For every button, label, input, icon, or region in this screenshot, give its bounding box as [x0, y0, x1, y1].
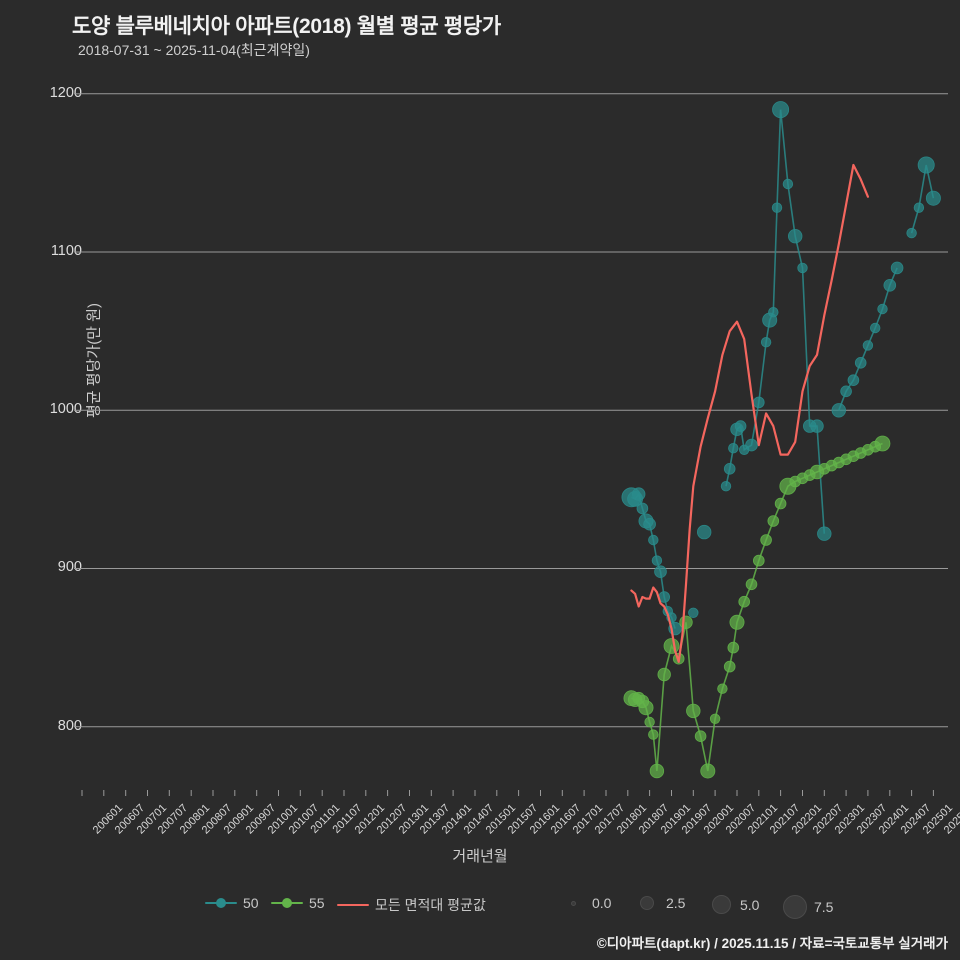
data-point-55 [723, 660, 736, 673]
data-point-50 [817, 526, 832, 541]
legend-swatch-icon [205, 896, 237, 910]
data-point-50 [870, 322, 881, 334]
data-point-50 [877, 303, 888, 315]
data-point-50 [862, 340, 874, 351]
data-point-50 [651, 555, 663, 566]
data-point-50 [768, 307, 779, 318]
size-legend-label: 7.5 [814, 899, 834, 915]
data-point-50 [648, 534, 659, 546]
legend-swatch-icon [271, 896, 303, 910]
data-point-50 [890, 261, 904, 275]
data-point-50 [782, 178, 794, 190]
y-tick-label: 1000 [49, 401, 82, 418]
data-point-50 [913, 202, 925, 213]
data-point-50 [917, 156, 935, 174]
size-legend-label: 2.5 [666, 895, 686, 911]
data-point-55 [752, 554, 765, 567]
chart-subtitle: 2018-07-31 ~ 2025-11-04(최근계약일) [78, 42, 310, 58]
data-point-50 [632, 487, 646, 501]
y-axis-ticks: 800 900 1000 1100 1200 [0, 0, 82, 960]
y-tick-label: 1100 [50, 243, 82, 260]
data-point-50 [831, 403, 847, 418]
legend-label: 55 [309, 895, 325, 911]
size-legend-item: 5.0 [708, 895, 759, 914]
data-point-55 [700, 763, 716, 779]
data-point-50 [720, 481, 732, 492]
data-point-55 [694, 730, 707, 742]
data-point-50 [810, 419, 824, 433]
data-point-55 [717, 683, 728, 694]
data-point-55 [709, 713, 721, 725]
size-legend-dot-icon [783, 895, 807, 919]
legend-label: 50 [243, 895, 259, 911]
data-point-50 [752, 396, 765, 409]
data-point-50 [772, 101, 790, 119]
data-point-55 [874, 435, 891, 452]
size-legend-item: 2.5 [634, 895, 685, 911]
data-point-50 [728, 443, 739, 454]
data-point-55 [657, 667, 671, 682]
data-point-55 [738, 595, 750, 608]
legend-swatch-icon [337, 898, 369, 912]
data-point-55 [774, 497, 787, 510]
data-point-50 [883, 278, 897, 292]
data-point-55 [686, 703, 701, 719]
page-title: 도양 블루베네치아 아파트(2018) 월별 평균 평당가 [72, 15, 501, 38]
data-point-50 [847, 374, 860, 387]
size-legend-item: 7.5 [782, 895, 833, 919]
data-point-55 [638, 700, 654, 716]
chart-legend: 50 55 모든 면적대 평균값 0.0 2.5 5.0 7.5 [0, 893, 960, 923]
data-point-50 [636, 502, 649, 515]
x-axis-label: 거래년월 [452, 848, 508, 865]
data-point-50 [643, 517, 656, 531]
data-point-50 [723, 462, 736, 475]
data-point-55 [644, 716, 655, 728]
size-legend-dot-icon [711, 895, 731, 914]
data-point-50 [906, 227, 917, 239]
size-legend-item: 0.0 [560, 895, 611, 911]
data-point-50 [688, 607, 699, 619]
data-point-55 [648, 729, 659, 740]
data-point-55 [745, 578, 758, 591]
data-point-55 [649, 763, 665, 779]
data-point-50 [654, 565, 667, 578]
data-point-50 [797, 262, 808, 274]
data-point-50 [771, 202, 783, 213]
data-point-55 [727, 641, 740, 654]
legend-item-50[interactable]: 50 [205, 895, 259, 911]
data-point-55 [760, 534, 772, 546]
series-line-average [630, 163, 869, 663]
y-tick-label: 900 [57, 559, 82, 576]
legend-item-55[interactable]: 55 [271, 895, 325, 911]
y-tick-label: 800 [57, 717, 82, 734]
data-point-50 [697, 524, 712, 540]
legend-label: 모든 면적대 평균값 [375, 897, 486, 913]
data-point-50 [788, 228, 803, 244]
data-point-55 [767, 515, 780, 527]
data-point-50 [854, 356, 867, 369]
data-point-50 [925, 190, 941, 206]
footer-credit: ©디아파트(dapt.kr) / 2025.11.15 / 자료=국토교통부 실… [596, 936, 948, 951]
legend-item-모든 면적대 평균값[interactable]: 모든 면적대 평균값 [337, 895, 486, 915]
data-point-50 [760, 337, 772, 348]
size-legend-dot-icon [570, 900, 576, 906]
data-point-55 [729, 614, 745, 630]
size-legend-label: 5.0 [740, 896, 760, 913]
y-tick-label: 1200 [49, 84, 82, 101]
data-point-50 [734, 420, 747, 432]
data-point-55 [679, 615, 693, 630]
data-point-50 [840, 385, 852, 398]
data-point-50 [745, 438, 758, 452]
series-line-50 [910, 164, 935, 234]
size-legend-label: 0.0 [592, 895, 612, 911]
size-legend-dot-icon [640, 896, 654, 910]
data-point-55 [663, 638, 680, 654]
